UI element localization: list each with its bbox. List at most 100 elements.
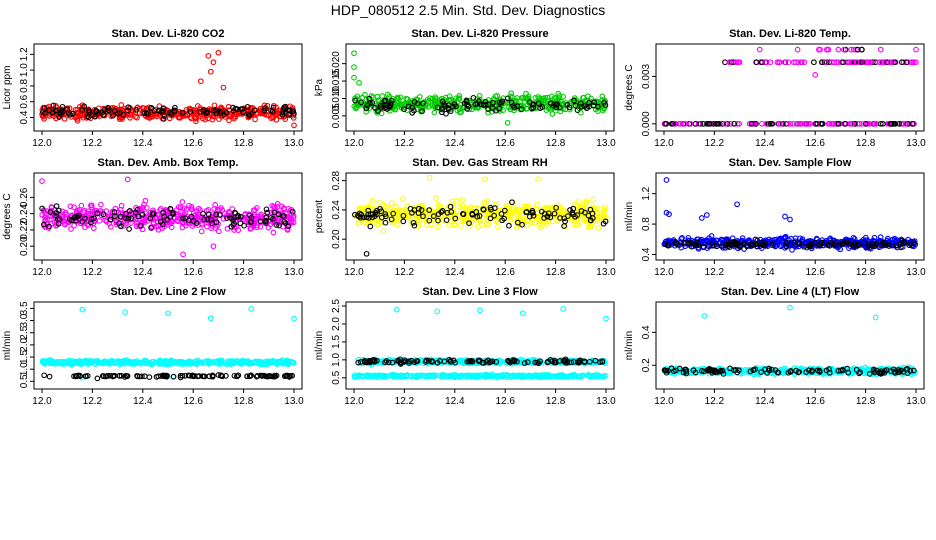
data-point: [504, 95, 511, 102]
data-point: [372, 105, 378, 111]
data-point: [518, 95, 525, 101]
data-point: [205, 115, 211, 122]
data-point: [203, 108, 210, 115]
data-point: [261, 105, 268, 111]
data-point: [226, 117, 232, 124]
points: [351, 50, 609, 126]
data-point: [829, 59, 835, 66]
data-point: [816, 46, 822, 53]
data-point: [394, 221, 401, 228]
data-point: [564, 102, 571, 108]
data-point: [900, 59, 907, 66]
data-point: [586, 99, 592, 106]
data-point: [154, 113, 160, 120]
data-point: [141, 110, 148, 116]
data-point: [205, 53, 212, 59]
y-tick-label: 0.6: [19, 94, 30, 108]
data-point: [537, 105, 544, 111]
data-point: [122, 309, 129, 315]
data-point: [811, 59, 817, 66]
data-point: [171, 107, 178, 114]
data-point: [842, 120, 848, 127]
y-tick-label: 0.26: [19, 187, 30, 207]
data-point: [392, 203, 399, 210]
x-tick-label: 12.4: [755, 267, 775, 278]
data-point: [574, 107, 581, 113]
data-point: [100, 111, 107, 118]
x-tick-label: 12.8: [234, 138, 254, 149]
data-point: [726, 59, 733, 66]
x-tick-label: 12.2: [395, 138, 415, 149]
data-point: [746, 120, 753, 127]
data-point: [877, 46, 884, 53]
data-point: [179, 199, 186, 205]
data-point: [40, 207, 47, 213]
panel-3: Stan. Dev. Li-820 Temp.degrees C12.0 12.2…: [624, 28, 926, 149]
x-tick-label: 13.0: [596, 138, 616, 149]
data-point: [265, 112, 272, 119]
data-point: [69, 110, 76, 117]
data-point: [789, 247, 795, 253]
y-axis-label: Licor ppm: [2, 66, 13, 110]
data-point: [535, 100, 542, 107]
panel-title: Stan. Dev. Gas Stream RH: [412, 157, 548, 169]
data-point: [591, 99, 598, 106]
data-point: [414, 100, 421, 107]
data-point: [692, 120, 699, 127]
data-point: [835, 120, 842, 127]
data-point: [125, 104, 132, 111]
points: [39, 49, 297, 129]
plot-frame: [655, 43, 925, 132]
data-point: [409, 104, 416, 111]
data-point: [560, 93, 566, 100]
y-tick-label: 1.5: [331, 335, 342, 349]
data-point: [513, 97, 519, 104]
data-point: [239, 106, 246, 112]
data-point: [535, 94, 541, 100]
data-point: [578, 104, 585, 110]
data-point: [801, 59, 808, 66]
data-point: [180, 251, 186, 258]
data-point: [382, 219, 389, 226]
data-point: [420, 100, 426, 107]
data-point: [435, 223, 441, 230]
data-point: [153, 215, 160, 221]
data-point: [445, 106, 452, 112]
points: [39, 176, 297, 258]
data-point: [39, 178, 45, 184]
points: [661, 46, 919, 127]
data-point: [829, 120, 836, 127]
data-point: [258, 211, 264, 218]
x-tick-label: 12.6: [183, 138, 203, 149]
data-point: [114, 110, 121, 117]
y-tick-label: 0.020: [331, 51, 342, 76]
data-point: [291, 315, 297, 322]
data-point: [392, 106, 399, 113]
data-point: [58, 107, 65, 114]
data-point: [736, 59, 743, 66]
data-point: [278, 203, 285, 210]
x-tick-label: 12.0: [32, 267, 52, 278]
data-point: [230, 108, 237, 114]
data-point: [286, 107, 293, 114]
data-point: [50, 102, 57, 109]
y-axis-label: degrees C: [624, 64, 635, 110]
data-point: [362, 91, 368, 98]
data-point: [848, 46, 854, 53]
data-point: [172, 104, 178, 111]
data-point: [877, 120, 884, 127]
data-point: [519, 310, 526, 317]
data-point: [384, 91, 391, 98]
data-point: [363, 96, 370, 103]
data-point: [165, 310, 171, 317]
data-point: [88, 204, 95, 211]
points: [661, 177, 919, 253]
data-point: [269, 203, 276, 209]
y-axis-label: ml/min: [624, 202, 635, 231]
x-tick-label: 12.8: [234, 267, 254, 278]
data-point: [252, 116, 258, 123]
data-point: [282, 116, 289, 122]
data-point: [477, 307, 483, 314]
data-point: [188, 203, 195, 210]
